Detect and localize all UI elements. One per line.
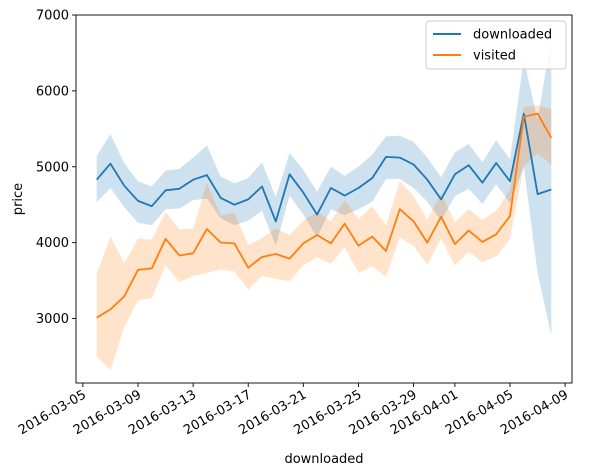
y-tick-label: 6000	[36, 84, 69, 99]
series-line-downloaded	[96, 112, 552, 223]
legend-label-downloaded: downloaded	[473, 28, 552, 43]
y-tick-label: 3000	[36, 312, 69, 327]
ci-band-visited	[96, 105, 552, 371]
x-axis-label: downloaded	[284, 452, 363, 467]
x-axis: 2016-03-052016-03-092016-03-132016-03-17…	[16, 383, 571, 438]
ci-band-downloaded	[96, 37, 552, 336]
series-lines	[96, 112, 553, 319]
y-tick-label: 4000	[36, 236, 69, 251]
legend-label-visited: visited	[473, 49, 516, 64]
confidence-bands	[96, 37, 552, 371]
legend: downloaded visited	[425, 20, 567, 70]
series-line-visited	[96, 112, 553, 319]
y-tick-label: 7000	[36, 9, 69, 24]
plot-frame	[75, 14, 573, 384]
y-axis-label: price	[11, 183, 26, 215]
y-tick-label: 5000	[36, 160, 69, 175]
y-axis: 3000 4000 5000 6000 7000	[36, 9, 76, 327]
